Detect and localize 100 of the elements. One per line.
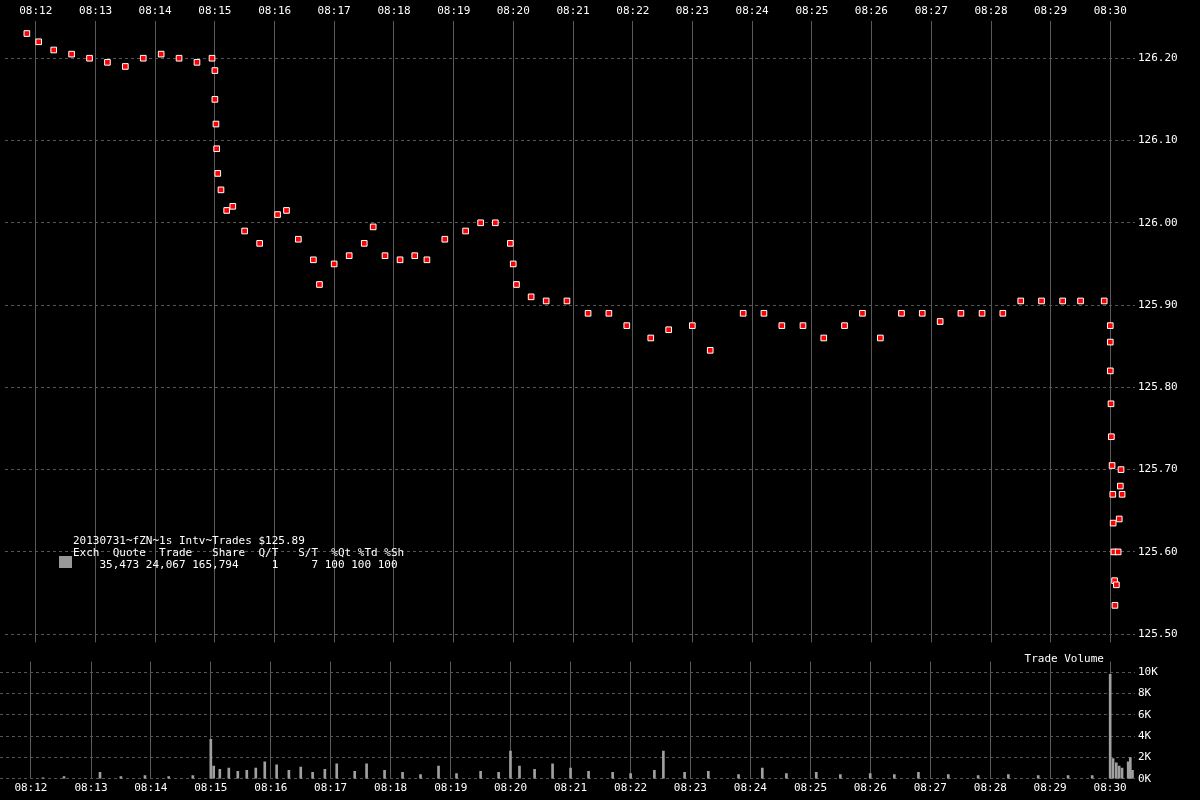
bar [455, 773, 458, 779]
x-tick-label: 08:22 [614, 781, 648, 795]
x-tick-label: 08:27 [914, 4, 948, 18]
bar [893, 774, 896, 779]
bar [653, 769, 656, 779]
bar [707, 771, 710, 779]
x-tick-label: 08:29 [1033, 781, 1067, 795]
x-tick-label: 08:30 [1093, 4, 1127, 18]
y-tick-label: 8K [1138, 686, 1152, 700]
annotation: 20130731~fZN~1s Intv~Trades $125.89 [73, 534, 305, 547]
y-tick-label: 125.50 [1138, 627, 1178, 641]
bar [419, 774, 422, 779]
x-tick-label: 08:23 [673, 781, 707, 795]
bar [353, 771, 357, 779]
bar [737, 774, 740, 779]
x-tick-label: 08:21 [556, 4, 590, 18]
bar [299, 766, 303, 779]
x-tick-label: 08:23 [675, 4, 709, 18]
x-tick-label: 08:12 [14, 781, 48, 795]
x-tick-label: 08:14 [138, 4, 172, 18]
bar [868, 773, 872, 779]
bar [236, 771, 240, 779]
y-tick-label: 10K [1138, 665, 1159, 679]
bar [311, 772, 314, 779]
bar [227, 767, 231, 779]
bar [1007, 774, 1010, 779]
annotation: 35,473 24,067 165,794 1 7 100 100 100 [99, 558, 398, 571]
y-tick-label: 2K [1138, 750, 1152, 764]
x-tick-label: 08:27 [913, 781, 947, 795]
bar [437, 765, 440, 779]
x-tick-label: 08:12 [19, 4, 53, 18]
x-tick-label: 08:25 [793, 781, 828, 795]
y-tick-label: 4K [1138, 729, 1152, 743]
bar [518, 765, 521, 779]
bar [814, 772, 818, 779]
annotation: Exch Quote Trade Share Q/T S/T %Qt %Td %Sh [73, 546, 405, 559]
x-tick-label: 08:15 [194, 781, 228, 795]
y-tick-label: 125.70 [1138, 462, 1178, 476]
bar [497, 772, 500, 779]
x-tick-label: 08:28 [973, 781, 1007, 795]
bar [401, 772, 404, 779]
x-tick-label: 08:24 [735, 4, 770, 18]
bar [191, 775, 195, 779]
y-tick-label: 0K [1138, 771, 1152, 785]
y-tick-label: 125.90 [1138, 297, 1178, 311]
x-tick-label: 08:28 [974, 4, 1008, 18]
bar [365, 763, 368, 779]
bar [1036, 775, 1040, 779]
y-tick-label: 125.80 [1138, 380, 1178, 394]
x-tick-label: 08:29 [1033, 4, 1068, 18]
bar [275, 764, 278, 779]
chart-title: Trade Volume [1024, 652, 1104, 665]
bar [263, 761, 267, 779]
bar [383, 769, 386, 779]
x-tick-label: 08:19 [434, 781, 468, 795]
y-tick-label: 126.20 [1138, 51, 1178, 65]
bar [551, 763, 554, 779]
x-tick-label: 08:20 [493, 781, 528, 795]
bar [662, 750, 665, 779]
y-tick-label: 6K [1138, 707, 1152, 721]
bar [611, 772, 614, 779]
x-tick-label: 08:17 [314, 781, 348, 795]
x-tick-label: 08:15 [198, 4, 232, 18]
bar [245, 769, 249, 779]
x-tick-label: 08:17 [317, 4, 351, 18]
x-tick-label: 08:26 [853, 781, 887, 795]
x-tick-label: 08:18 [377, 4, 411, 18]
bar [1128, 757, 1132, 779]
y-tick-label: 126.10 [1138, 133, 1178, 147]
x-tick-label: 08:14 [134, 781, 168, 795]
x-tick-label: 08:24 [733, 781, 768, 795]
bar [917, 772, 920, 779]
x-tick-label: 08:19 [437, 4, 471, 18]
bar [785, 773, 788, 779]
bar [509, 750, 512, 779]
bar [760, 767, 764, 779]
x-tick-label: 08:30 [1093, 781, 1127, 795]
bar [254, 767, 258, 779]
y-tick-label: 125.60 [1138, 544, 1178, 558]
x-tick-label: 08:18 [374, 781, 408, 795]
bar [587, 771, 590, 779]
bar [569, 767, 572, 779]
bar [533, 768, 536, 779]
x-tick-label: 08:21 [554, 781, 588, 795]
bar [218, 768, 222, 779]
bar [209, 739, 213, 779]
bar [167, 776, 171, 779]
bar [946, 774, 950, 779]
x-tick-label: 08:13 [74, 781, 108, 795]
bar [683, 772, 686, 779]
y-tick-label: 126.00 [1138, 215, 1178, 229]
x-tick-label: 08:25 [795, 4, 829, 18]
x-tick-label: 08:26 [854, 4, 888, 18]
bar [839, 774, 842, 779]
x-tick-label: 08:13 [79, 4, 113, 18]
x-tick-label: 08:20 [496, 4, 530, 18]
bar [1114, 762, 1118, 779]
x-tick-label: 08:22 [616, 4, 650, 18]
bar [1090, 775, 1094, 779]
bar [629, 773, 632, 779]
